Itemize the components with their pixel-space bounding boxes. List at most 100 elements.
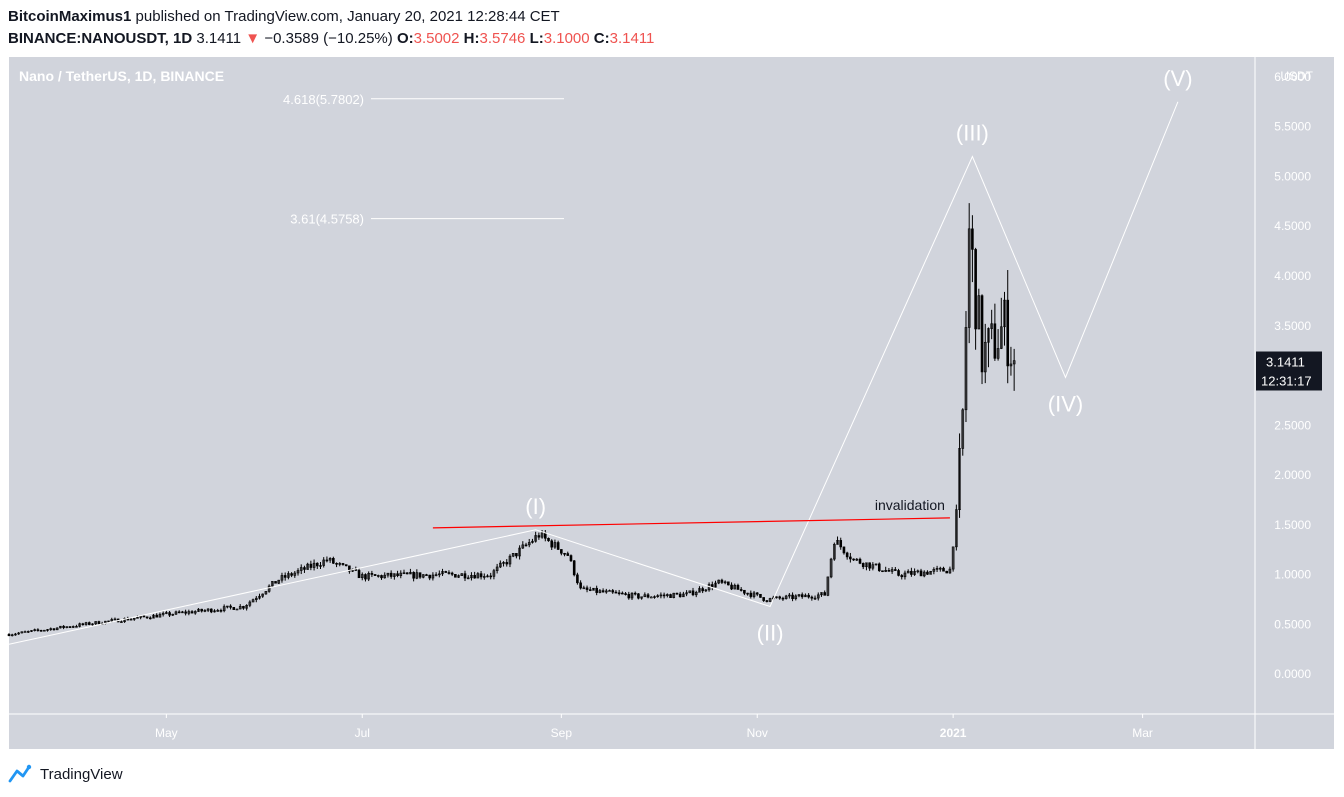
candle-body: [161, 612, 165, 615]
candle-body: [983, 341, 987, 373]
candle-body: [232, 607, 236, 610]
candle-body: [267, 585, 271, 592]
candle-body: [158, 614, 162, 618]
candle-body: [926, 571, 929, 575]
candle-body: [955, 509, 958, 548]
candle-body: [396, 573, 399, 577]
candle-body: [200, 608, 203, 612]
candle-body: [749, 592, 753, 597]
candle-body: [293, 572, 297, 576]
candle-body: [229, 605, 232, 608]
candle-body: [820, 592, 823, 596]
candle-body: [341, 563, 345, 565]
last-price: 3.1411: [196, 30, 242, 47]
candle-body: [775, 596, 778, 599]
plot-area[interactable]: [9, 57, 1255, 714]
candle-body: [120, 621, 123, 623]
footer-brand[interactable]: TradingView: [8, 764, 123, 784]
candle-body: [425, 574, 428, 576]
candle-body: [887, 569, 891, 572]
candle-body: [691, 590, 695, 596]
candle-body: [990, 323, 993, 329]
candle-body: [688, 590, 692, 594]
candle-body: [39, 629, 43, 632]
candle-body: [505, 562, 509, 565]
candle-body: [258, 595, 261, 599]
candle-body: [768, 598, 772, 602]
candle-body: [450, 572, 454, 575]
time-axis[interactable]: [9, 714, 1334, 749]
candle-body: [553, 542, 557, 548]
candle-body: [441, 571, 444, 575]
candle-body: [78, 623, 81, 627]
candle-body: [470, 575, 473, 579]
candle-body: [919, 570, 923, 577]
candle-body: [527, 542, 531, 546]
candle-body: [865, 562, 868, 568]
candle-body: [17, 632, 20, 635]
candle-body: [142, 615, 146, 618]
candle-body: [10, 634, 14, 637]
candle-body: [765, 600, 769, 602]
candle-body: [656, 595, 659, 598]
candle-body: [486, 575, 489, 578]
candle-body: [171, 613, 175, 616]
candle-body: [537, 535, 541, 538]
price-change: −0.3589 (−10.25%): [264, 30, 393, 47]
candle-body: [444, 571, 448, 573]
close-label: C:: [593, 30, 610, 47]
candle-body: [627, 593, 631, 599]
candle-body: [932, 568, 936, 572]
candle-body: [868, 562, 871, 569]
candle-body: [197, 608, 200, 612]
candle-body: [466, 577, 470, 580]
close-value: 3.1411: [609, 30, 655, 47]
candle-body: [515, 553, 518, 557]
candle-body: [877, 563, 881, 572]
candle-body: [971, 228, 974, 250]
countdown-tag-label: 12:31:17: [1261, 373, 1312, 388]
candle-body: [36, 629, 40, 631]
candle-body: [797, 594, 801, 597]
candle-body: [547, 537, 550, 542]
candle-body: [646, 594, 650, 598]
candle-body: [755, 592, 759, 595]
candle-body: [479, 573, 483, 578]
candle-body: [720, 579, 724, 583]
candle-body: [739, 589, 743, 591]
countdown-tag: [1256, 371, 1322, 391]
candle-body: [1012, 360, 1016, 365]
candle-body: [370, 573, 374, 575]
author-name[interactable]: BitcoinMaximus1: [8, 8, 132, 25]
candle-body: [412, 571, 415, 579]
fib-level-label: 3.61(4.5758): [290, 212, 364, 227]
candle-body: [296, 570, 300, 574]
candle-body: [823, 592, 826, 596]
candle-body: [685, 592, 688, 595]
candle-body: [418, 572, 422, 578]
candle-body: [845, 552, 849, 558]
candle-body: [386, 572, 390, 576]
candle-body: [335, 562, 338, 565]
candle-body: [473, 575, 476, 579]
candle-body: [585, 587, 589, 590]
candle-body: [556, 542, 560, 550]
candle-body: [874, 563, 878, 566]
candle-body: [816, 594, 820, 599]
candle-body: [894, 569, 897, 571]
candle-body: [675, 592, 679, 595]
axes-group: 0.00000.50001.00001.50002.00002.50003.00…: [155, 70, 1322, 740]
candle-body: [598, 590, 602, 593]
candle-body: [174, 611, 178, 615]
candle-body: [110, 619, 114, 622]
low-value: 3.1000: [543, 30, 590, 47]
candle-body: [155, 614, 159, 618]
candle-body: [87, 622, 91, 625]
candle-body: [511, 553, 515, 557]
candle-body: [579, 582, 582, 589]
candle-body: [938, 567, 942, 570]
invalidation-line: [432, 517, 950, 529]
candle-body: [216, 610, 220, 612]
candle-body: [129, 618, 133, 621]
